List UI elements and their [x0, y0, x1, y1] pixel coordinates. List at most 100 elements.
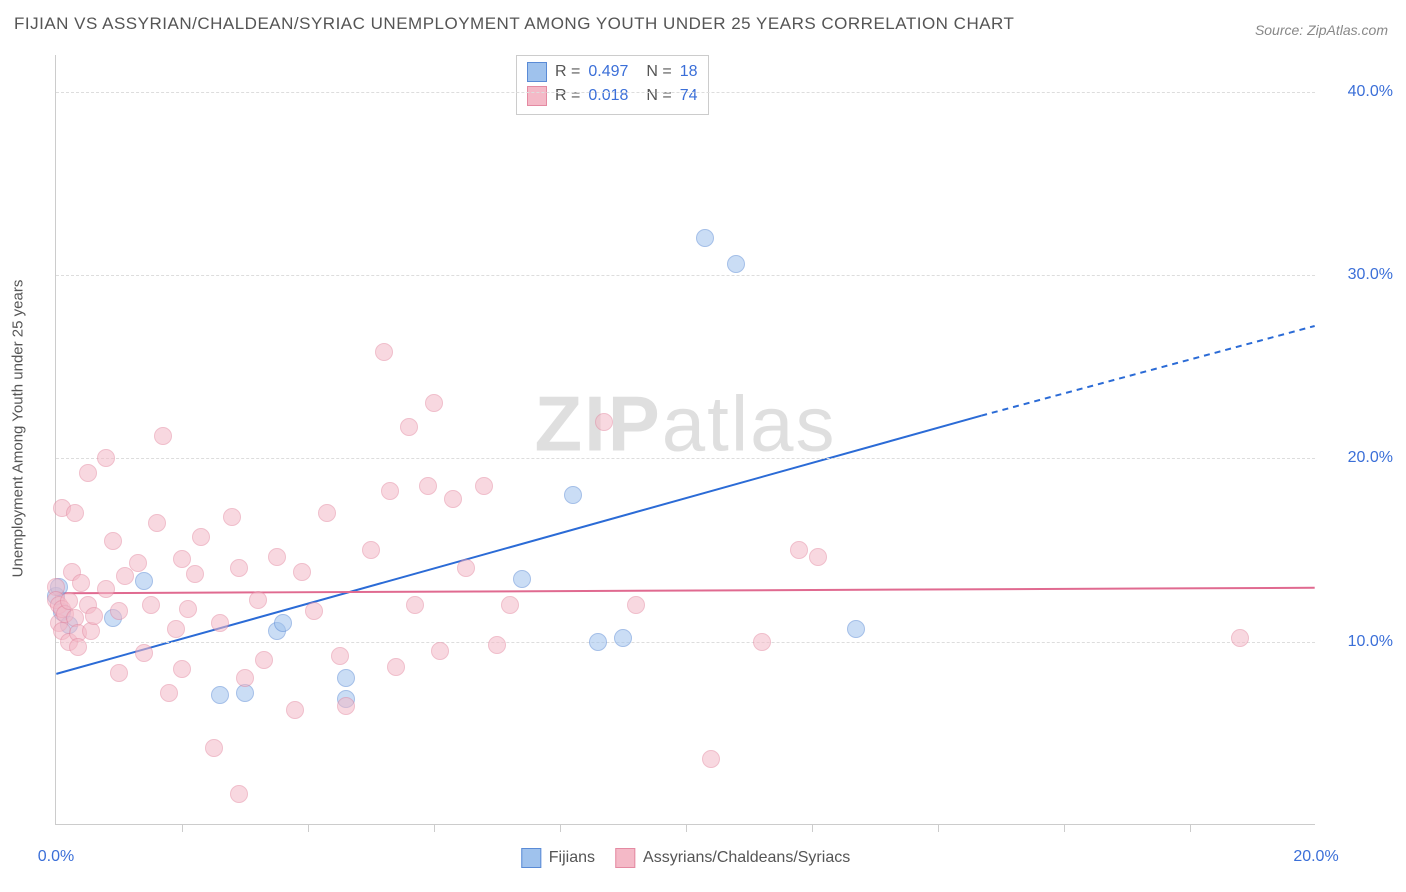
source-label: Source: ZipAtlas.com [1255, 22, 1388, 38]
data-point [72, 574, 90, 592]
data-point [419, 477, 437, 495]
xtick [686, 824, 687, 832]
data-point [97, 580, 115, 598]
data-point [362, 541, 380, 559]
data-point [69, 638, 87, 656]
legend-n-label: N = [646, 87, 671, 105]
legend-label: Fijians [549, 849, 595, 867]
trend-lines-layer [56, 55, 1315, 824]
legend-n-value: 74 [680, 87, 698, 105]
plot-area: ZIPatlas R =0.497N =18R =0.018N =74 Fiji… [55, 55, 1315, 825]
legend-r-value: 0.497 [588, 63, 628, 81]
data-point [1231, 629, 1249, 647]
xtick [812, 824, 813, 832]
ytick-label: 30.0% [1348, 266, 1393, 284]
data-point [160, 684, 178, 702]
legend-label: Assyrians/Chaldeans/Syriacs [643, 849, 850, 867]
data-point [425, 394, 443, 412]
data-point [400, 418, 418, 436]
data-point [337, 669, 355, 687]
data-point [60, 592, 78, 610]
legend-n-value: 18 [680, 63, 698, 81]
hgrid [56, 92, 1315, 93]
legend-stats: R = 0.497 N = 18 R = 0.018 N = 74 [516, 55, 709, 115]
data-point [431, 642, 449, 660]
data-point [223, 508, 241, 526]
data-point [249, 591, 267, 609]
data-point [85, 607, 103, 625]
hgrid [56, 642, 1315, 643]
data-point [375, 343, 393, 361]
legend-swatch [527, 62, 547, 82]
data-point [110, 602, 128, 620]
xtick [182, 824, 183, 832]
data-point [135, 644, 153, 662]
data-point [154, 427, 172, 445]
data-point [268, 548, 286, 566]
data-point [475, 477, 493, 495]
xtick [1064, 824, 1065, 832]
legend-series: Fijians Assyrians/Chaldeans/Syriacs [521, 848, 850, 868]
ytick-label: 20.0% [1348, 449, 1393, 467]
data-point [809, 548, 827, 566]
hgrid [56, 458, 1315, 459]
data-point [406, 596, 424, 614]
data-point [167, 620, 185, 638]
data-point [696, 229, 714, 247]
xtick [560, 824, 561, 832]
data-point [727, 255, 745, 273]
data-point [513, 570, 531, 588]
data-point [444, 490, 462, 508]
data-point [148, 514, 166, 532]
data-point [230, 559, 248, 577]
data-point [104, 532, 122, 550]
data-point [381, 482, 399, 500]
y-axis-label: Unemployment Among Youth under 25 years [10, 280, 27, 578]
data-point [236, 669, 254, 687]
xtick-label: 0.0% [38, 848, 74, 866]
data-point [286, 701, 304, 719]
legend-r-label: R = [555, 87, 580, 105]
data-point [135, 572, 153, 590]
data-point [488, 636, 506, 654]
data-point [501, 596, 519, 614]
data-point [205, 739, 223, 757]
xtick-label: 20.0% [1293, 848, 1338, 866]
data-point [66, 504, 84, 522]
hgrid [56, 275, 1315, 276]
data-point [387, 658, 405, 676]
data-point [790, 541, 808, 559]
watermark: ZIPatlas [534, 379, 836, 470]
data-point [457, 559, 475, 577]
legend-swatch [615, 848, 635, 868]
legend-r-label: R = [555, 63, 580, 81]
data-point [753, 633, 771, 651]
data-point [595, 413, 613, 431]
data-point [129, 554, 147, 572]
xtick [938, 824, 939, 832]
legend-item: Fijians [521, 848, 595, 868]
xtick [308, 824, 309, 832]
legend-swatch [521, 848, 541, 868]
data-point [211, 686, 229, 704]
ytick-label: 10.0% [1348, 633, 1393, 651]
data-point [564, 486, 582, 504]
legend-item: Assyrians/Chaldeans/Syriacs [615, 848, 850, 868]
ytick-label: 40.0% [1348, 83, 1393, 101]
data-point [318, 504, 336, 522]
chart-title: FIJIAN VS ASSYRIAN/CHALDEAN/SYRIAC UNEMP… [14, 14, 1014, 34]
data-point [589, 633, 607, 651]
data-point [274, 614, 292, 632]
data-point [142, 596, 160, 614]
xtick [434, 824, 435, 832]
data-point [305, 602, 323, 620]
data-point [192, 528, 210, 546]
legend-r-value: 0.018 [588, 87, 628, 105]
data-point [97, 449, 115, 467]
xtick [1190, 824, 1191, 832]
data-point [331, 647, 349, 665]
data-point [186, 565, 204, 583]
legend-stats-row: R = 0.018 N = 74 [527, 84, 698, 108]
data-point [702, 750, 720, 768]
data-point [79, 464, 97, 482]
